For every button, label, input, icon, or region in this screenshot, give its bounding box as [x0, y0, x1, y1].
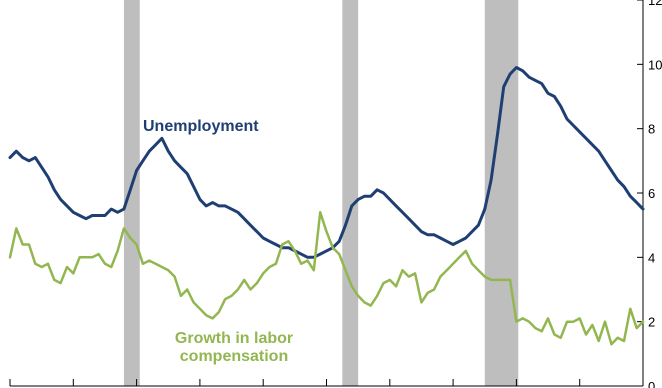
unemployment-label: Unemployment	[143, 118, 259, 135]
recession-band-3	[484, 0, 519, 386]
recession-band-2	[342, 0, 359, 386]
y-tick-label-4: 8	[648, 122, 655, 137]
recession-bands	[123, 0, 519, 386]
growth-label-line1: Growth in labor	[175, 330, 293, 347]
series-lines	[8, 66, 645, 346]
y-tick-label-2: 4	[648, 250, 655, 265]
recession-band-1	[123, 0, 140, 386]
series-line-labor-compensation	[8, 211, 645, 346]
growth-label-line2: compensation	[180, 348, 288, 365]
y-tick-label-5: 10	[648, 57, 662, 72]
y-tick-label-6: 12	[648, 0, 662, 8]
y-tick-label-3: 6	[648, 186, 655, 201]
y-tick-label-1: 2	[648, 315, 655, 330]
series-line-unemployment	[8, 66, 645, 259]
y-tick-label-0: 0	[648, 379, 655, 388]
axes: 0 2 4 6 8 10 12	[9, 0, 662, 388]
